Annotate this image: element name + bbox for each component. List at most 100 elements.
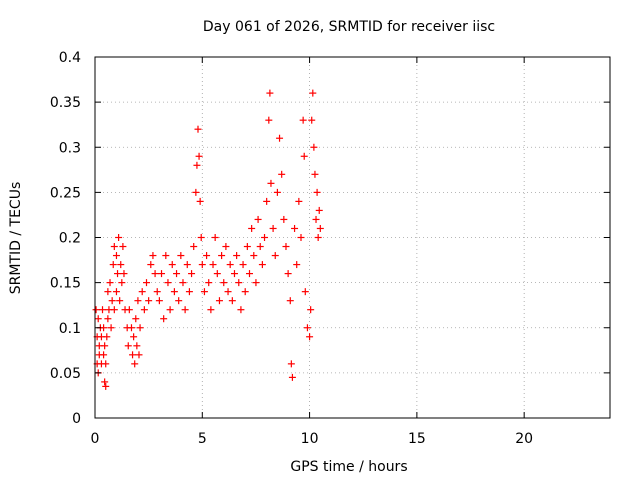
data-point bbox=[112, 288, 120, 296]
data-point bbox=[104, 315, 112, 323]
data-point bbox=[103, 333, 111, 341]
data-point bbox=[120, 270, 128, 278]
data-point bbox=[119, 243, 127, 251]
data-point bbox=[149, 252, 157, 260]
data-point bbox=[248, 224, 256, 232]
data-point bbox=[246, 270, 253, 278]
data-point bbox=[109, 261, 117, 269]
data-point bbox=[117, 261, 125, 269]
data-point bbox=[132, 315, 140, 323]
data-point bbox=[158, 270, 166, 278]
data-point bbox=[301, 288, 309, 296]
data-point bbox=[110, 306, 118, 314]
data-point bbox=[127, 324, 135, 332]
data-point bbox=[106, 279, 114, 287]
data-point bbox=[125, 306, 133, 314]
x-tick-label: 5 bbox=[198, 431, 207, 447]
data-point bbox=[198, 261, 206, 269]
data-point bbox=[224, 288, 232, 296]
data-point bbox=[273, 188, 281, 196]
data-point bbox=[100, 351, 108, 359]
x-tick-label: 0 bbox=[91, 431, 100, 447]
data-point bbox=[209, 261, 217, 269]
y-axis-label: SRMTID / TECUs bbox=[8, 182, 24, 295]
data-point bbox=[190, 243, 198, 251]
data-point bbox=[288, 373, 296, 381]
data-point bbox=[300, 152, 308, 160]
data-point bbox=[211, 234, 219, 241]
data-point bbox=[185, 288, 193, 296]
data-point bbox=[162, 252, 170, 260]
data-point bbox=[179, 279, 187, 287]
x-axis-label: GPS time / hours bbox=[290, 459, 407, 475]
data-point bbox=[239, 261, 247, 269]
data-point bbox=[131, 360, 139, 368]
data-point bbox=[173, 270, 181, 278]
data-point bbox=[129, 351, 137, 359]
data-point bbox=[175, 297, 183, 305]
data-points bbox=[92, 89, 324, 390]
data-point bbox=[192, 188, 200, 196]
data-point bbox=[147, 261, 155, 269]
data-point bbox=[243, 243, 251, 251]
data-point bbox=[284, 270, 292, 278]
data-point bbox=[303, 324, 311, 332]
data-point bbox=[135, 351, 143, 359]
data-point bbox=[267, 179, 275, 187]
data-point bbox=[181, 306, 189, 314]
data-point bbox=[143, 279, 150, 287]
data-point bbox=[100, 324, 108, 332]
data-point bbox=[316, 224, 324, 232]
x-tick-label: 15 bbox=[408, 431, 426, 447]
data-point bbox=[226, 261, 234, 269]
data-point bbox=[188, 270, 196, 278]
data-point bbox=[263, 197, 271, 205]
data-point bbox=[254, 215, 262, 223]
y-tick-label: 0.15 bbox=[50, 276, 81, 292]
data-point bbox=[205, 279, 213, 287]
x-tick-label: 10 bbox=[301, 431, 319, 447]
data-point bbox=[256, 243, 264, 251]
data-point bbox=[130, 333, 138, 341]
data-point bbox=[115, 234, 123, 241]
y-tick-label: 0.4 bbox=[59, 50, 81, 66]
data-point bbox=[145, 297, 153, 305]
data-point bbox=[99, 306, 107, 314]
data-point bbox=[276, 134, 284, 142]
x-axis-ticks: 0 5 10 15 20 bbox=[91, 57, 533, 447]
data-point bbox=[309, 89, 317, 97]
y-tick-label: 0.2 bbox=[59, 231, 81, 247]
data-point bbox=[299, 116, 307, 124]
data-point bbox=[313, 188, 321, 196]
data-point bbox=[220, 279, 228, 287]
data-point bbox=[213, 270, 221, 278]
data-point bbox=[230, 270, 238, 278]
data-point bbox=[297, 234, 305, 241]
data-point bbox=[164, 279, 172, 287]
data-point bbox=[203, 252, 211, 260]
data-point bbox=[197, 234, 205, 241]
data-point bbox=[261, 234, 269, 241]
data-point bbox=[311, 170, 319, 178]
data-point bbox=[200, 288, 208, 296]
data-point bbox=[237, 306, 245, 314]
data-point bbox=[94, 315, 102, 323]
data-point bbox=[183, 261, 191, 269]
data-point bbox=[193, 161, 201, 169]
data-point bbox=[118, 279, 126, 287]
data-point bbox=[136, 324, 144, 332]
data-point bbox=[124, 342, 132, 350]
data-point bbox=[177, 252, 185, 260]
data-point bbox=[252, 279, 260, 287]
data-point bbox=[306, 333, 314, 341]
data-point bbox=[282, 243, 290, 251]
y-tick-label: 0 bbox=[72, 411, 81, 427]
y-tick-label: 0.3 bbox=[59, 140, 81, 156]
data-point bbox=[250, 252, 258, 260]
chart-title: Day 061 of 2026, SRMTID for receiver iis… bbox=[203, 19, 495, 35]
data-point bbox=[315, 206, 323, 214]
data-point bbox=[310, 143, 318, 151]
data-point bbox=[269, 224, 277, 232]
data-point bbox=[138, 288, 146, 296]
